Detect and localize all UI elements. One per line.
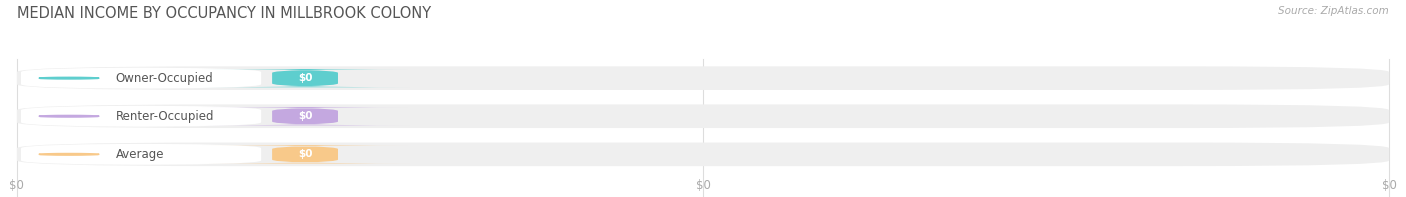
Circle shape (39, 77, 100, 79)
Text: Owner-Occupied: Owner-Occupied (115, 72, 214, 85)
FancyBboxPatch shape (17, 66, 1389, 90)
Text: $0: $0 (298, 73, 312, 83)
FancyBboxPatch shape (201, 145, 409, 164)
Text: $0: $0 (298, 149, 312, 159)
Circle shape (39, 153, 100, 155)
FancyBboxPatch shape (17, 104, 1389, 128)
FancyBboxPatch shape (17, 142, 1389, 166)
Text: Source: ZipAtlas.com: Source: ZipAtlas.com (1278, 6, 1389, 16)
Text: Renter-Occupied: Renter-Occupied (115, 110, 214, 123)
FancyBboxPatch shape (21, 68, 262, 89)
FancyBboxPatch shape (201, 107, 409, 125)
Text: MEDIAN INCOME BY OCCUPANCY IN MILLBROOK COLONY: MEDIAN INCOME BY OCCUPANCY IN MILLBROOK … (17, 6, 432, 21)
FancyBboxPatch shape (21, 144, 262, 165)
Text: $0: $0 (298, 111, 312, 121)
Circle shape (39, 115, 100, 117)
Text: Average: Average (115, 148, 165, 161)
FancyBboxPatch shape (201, 69, 409, 87)
FancyBboxPatch shape (21, 106, 262, 127)
